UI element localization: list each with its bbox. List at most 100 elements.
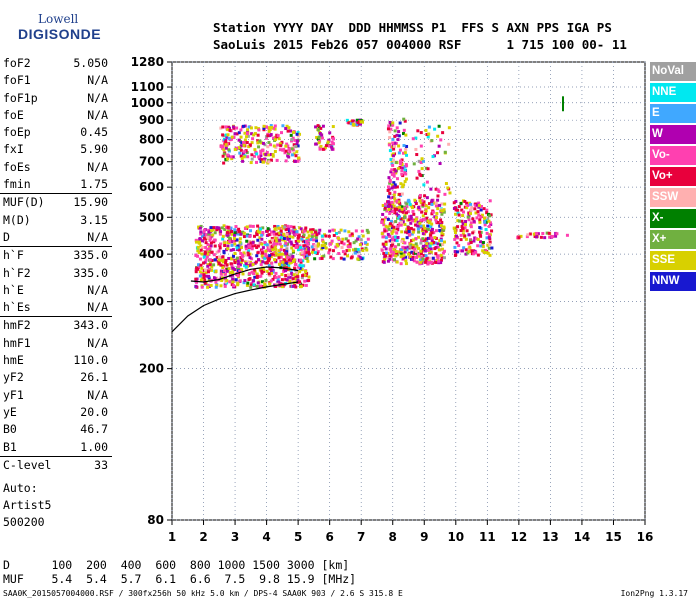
echo-point <box>408 215 412 219</box>
echo-point <box>310 250 314 254</box>
echo-point <box>238 230 242 234</box>
echo-point <box>398 148 402 152</box>
echo-point <box>294 277 298 281</box>
echo-point <box>414 250 418 254</box>
echo-point <box>419 201 423 205</box>
x-tick-label: 5 <box>294 530 302 544</box>
echo-point <box>419 252 423 256</box>
echo-point <box>228 280 232 284</box>
x-tick-label: 3 <box>231 530 239 544</box>
echo-point <box>392 185 396 189</box>
legend-item-x-: X+ <box>650 230 696 249</box>
echo-point <box>210 268 214 272</box>
echo-point <box>198 274 202 278</box>
echo-point <box>460 219 464 223</box>
param-label: D <box>3 229 10 244</box>
echo-point <box>215 250 219 254</box>
echo-point <box>396 224 400 228</box>
echo-point <box>404 262 408 266</box>
echo-point <box>245 253 249 257</box>
echo-point <box>277 256 281 260</box>
echo-point <box>280 272 284 276</box>
echo-point <box>417 235 421 239</box>
echo-point <box>249 283 253 287</box>
echo-point <box>391 121 395 125</box>
echo-point <box>203 253 207 257</box>
echo-point <box>453 237 457 241</box>
echo-point <box>409 214 413 218</box>
echo-point <box>426 228 430 232</box>
echo-point <box>421 257 425 261</box>
echo-point <box>331 228 335 232</box>
echo-point <box>348 242 352 246</box>
echo-point <box>430 139 434 143</box>
echo-point <box>461 232 465 236</box>
echo-point <box>439 261 443 265</box>
echo-point <box>474 204 478 208</box>
echo-point <box>273 135 277 139</box>
echo-point <box>268 126 272 130</box>
echo-point <box>289 129 293 133</box>
echo-point <box>273 258 277 262</box>
echo-point <box>406 210 410 214</box>
echo-point <box>273 124 277 128</box>
param-label: fmin <box>3 177 31 192</box>
echo-point <box>207 232 211 236</box>
echo-point <box>389 250 393 254</box>
echo-point <box>234 225 238 229</box>
echo-point <box>474 211 478 215</box>
echo-point <box>265 229 269 233</box>
echo-point <box>385 251 389 255</box>
echo-point <box>309 228 313 232</box>
echo-point <box>446 186 450 190</box>
echo-point <box>231 155 235 159</box>
echo-point <box>320 133 324 137</box>
echo-point <box>422 218 426 222</box>
echo-point <box>275 158 279 162</box>
echo-point <box>475 203 479 207</box>
echo-point <box>250 247 254 251</box>
echo-point <box>413 246 417 250</box>
echo-point <box>215 226 219 230</box>
echo-point <box>387 176 391 180</box>
echo-point <box>414 147 418 151</box>
echo-point <box>271 153 275 157</box>
echo-point <box>305 251 309 255</box>
echo-point <box>259 263 263 267</box>
echo-point <box>255 245 259 249</box>
echo-point <box>408 202 412 206</box>
echo-point <box>399 262 403 266</box>
echo-point <box>271 248 275 252</box>
echo-point <box>396 138 400 142</box>
echo-point <box>452 206 456 210</box>
echo-point <box>489 222 493 226</box>
echo-point <box>194 270 198 274</box>
echo-point <box>232 239 236 243</box>
echo-point <box>328 248 332 252</box>
echo-point <box>335 231 339 235</box>
echo-point <box>269 152 273 156</box>
echo-point <box>467 233 471 237</box>
echo-point <box>416 252 420 256</box>
echo-point <box>249 161 253 165</box>
y-tick-label: 80 <box>147 513 164 527</box>
echo-point <box>487 236 491 240</box>
echo-point <box>245 131 249 135</box>
echo-point <box>390 231 394 235</box>
echo-point <box>207 230 211 234</box>
echo-point <box>238 237 242 241</box>
echo-point <box>194 284 198 288</box>
x-tick-label: 12 <box>511 530 528 544</box>
echo-point <box>236 283 240 287</box>
echo-point <box>391 195 395 199</box>
echo-point <box>229 155 233 159</box>
echo-point <box>393 134 397 138</box>
echo-point <box>382 223 386 227</box>
echo-point <box>221 237 225 241</box>
echo-point <box>221 266 225 270</box>
echo-point <box>412 162 416 166</box>
echo-point <box>398 222 402 226</box>
echo-point <box>287 227 291 231</box>
echo-point <box>352 123 356 127</box>
echo-point <box>199 224 203 228</box>
